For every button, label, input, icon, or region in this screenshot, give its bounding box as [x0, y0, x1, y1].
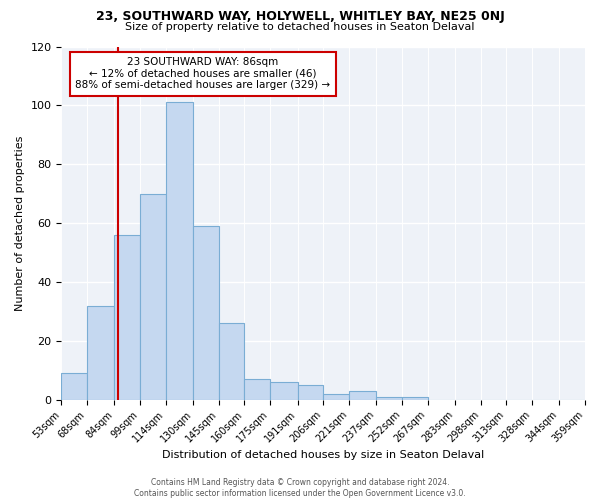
Bar: [323, 394, 349, 400]
Bar: [298, 385, 323, 400]
Bar: [219, 323, 244, 400]
Text: 23 SOUTHWARD WAY: 86sqm
← 12% of detached houses are smaller (46)
88% of semi-de: 23 SOUTHWARD WAY: 86sqm ← 12% of detache…: [75, 57, 331, 90]
Bar: [115, 235, 140, 400]
Bar: [244, 379, 270, 400]
Text: 23, SOUTHWARD WAY, HOLYWELL, WHITLEY BAY, NE25 0NJ: 23, SOUTHWARD WAY, HOLYWELL, WHITLEY BAY…: [95, 10, 505, 23]
Bar: [61, 373, 87, 400]
Bar: [402, 397, 428, 400]
Bar: [87, 306, 115, 400]
Text: Contains HM Land Registry data © Crown copyright and database right 2024.
Contai: Contains HM Land Registry data © Crown c…: [134, 478, 466, 498]
Bar: [270, 382, 298, 400]
Bar: [349, 391, 376, 400]
Bar: [140, 194, 166, 400]
Bar: [166, 102, 193, 400]
Text: Size of property relative to detached houses in Seaton Delaval: Size of property relative to detached ho…: [125, 22, 475, 32]
X-axis label: Distribution of detached houses by size in Seaton Delaval: Distribution of detached houses by size …: [162, 450, 484, 460]
Bar: [376, 397, 402, 400]
Bar: [193, 226, 219, 400]
Y-axis label: Number of detached properties: Number of detached properties: [15, 136, 25, 311]
